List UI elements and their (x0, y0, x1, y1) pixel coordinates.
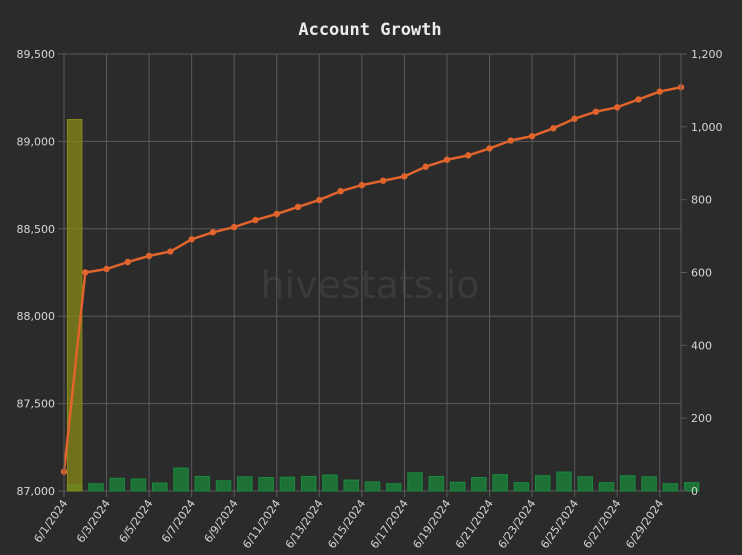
bar (237, 476, 253, 492)
y-left-tick-label: 89,000 (17, 135, 56, 148)
y-left-tick-label: 88,000 (17, 310, 56, 323)
line-point (294, 203, 302, 211)
x-tick-label: 6/25/2024 (538, 497, 581, 551)
bar (300, 475, 317, 492)
line-point (528, 132, 536, 140)
bar (343, 479, 359, 492)
bar (173, 467, 189, 492)
bar (66, 119, 83, 492)
x-tick-label: 6/5/2024 (117, 497, 156, 545)
bar (428, 475, 445, 492)
line-point (592, 108, 600, 115)
x-tick-label: 6/29/2024 (623, 497, 666, 551)
line-point (422, 163, 429, 170)
x-tick-label: 6/13/2024 (283, 497, 326, 551)
y-left-tick-label: 87,500 (17, 398, 56, 411)
bar (662, 483, 679, 492)
line-point (486, 145, 493, 152)
line-point (273, 210, 280, 218)
bar (364, 481, 381, 492)
bar (598, 482, 615, 492)
bar (194, 475, 211, 492)
bar (471, 477, 487, 492)
line-point (571, 115, 578, 122)
x-tick-label: 6/23/2024 (496, 497, 539, 551)
bar (683, 482, 700, 492)
y-right-tick-label: 200 (691, 412, 712, 425)
line-point (209, 229, 217, 236)
line-point (401, 173, 408, 180)
line-point (167, 248, 174, 255)
bar (88, 483, 104, 492)
line-point (316, 196, 323, 204)
bar (258, 477, 274, 492)
y-right-tick-label: 600 (691, 267, 712, 280)
line-point (124, 258, 132, 266)
line-point (379, 177, 387, 184)
line-point (231, 223, 238, 231)
x-tick-label: 6/1/2024 (31, 497, 70, 545)
bar (449, 481, 466, 492)
watermark: hivestats.io (260, 263, 479, 307)
y-right-tick-label: 1,200 (691, 48, 723, 61)
y-right-tick-label: 400 (691, 339, 712, 352)
x-tick-label: 6/7/2024 (159, 497, 198, 545)
line-point (443, 156, 451, 163)
x-tick-label: 6/21/2024 (453, 497, 496, 551)
bar (492, 474, 508, 492)
bar (130, 478, 147, 492)
x-tick-label: 6/19/2024 (410, 497, 453, 551)
x-tick-label: 6/11/2024 (240, 497, 283, 551)
line-point (252, 216, 259, 224)
y-right-tick-label: 1,000 (691, 121, 723, 134)
line-point (103, 265, 110, 273)
y-right-tick-label: 800 (691, 194, 712, 207)
bar (577, 476, 593, 492)
x-tick-label: 6/9/2024 (202, 497, 241, 545)
y-right-tick-label: 0 (691, 485, 698, 498)
growth-line (62, 85, 682, 472)
x-tick-label: 6/15/2024 (325, 497, 368, 551)
grid-lines (63, 53, 681, 492)
bar (279, 476, 296, 492)
line-series-group (60, 84, 685, 475)
line-point (465, 152, 472, 159)
x-tick-label: 6/3/2024 (74, 497, 113, 545)
bar (641, 476, 657, 492)
x-tick-label: 6/17/2024 (368, 497, 411, 551)
bar (215, 480, 232, 492)
bar (322, 474, 338, 492)
line-point (507, 137, 514, 144)
line-point (82, 269, 89, 276)
line-point (550, 125, 557, 132)
y-left-tick-label: 87,000 (17, 485, 56, 498)
bar (109, 477, 125, 492)
line-point (145, 252, 153, 260)
bar (620, 475, 636, 492)
line-point (358, 181, 366, 189)
y-left-tick-label: 88,500 (17, 223, 56, 236)
y-left-tick-label: 89,500 (17, 48, 56, 61)
bar (386, 483, 402, 492)
bar (152, 482, 168, 492)
line-point (188, 236, 195, 243)
line-point (613, 104, 621, 111)
line-point (337, 188, 344, 195)
chart-title: Account Growth (298, 20, 441, 40)
bar (556, 471, 572, 492)
bar (407, 472, 423, 492)
line-point (635, 96, 642, 103)
bar (513, 482, 530, 492)
bar (534, 475, 551, 492)
line-point (656, 88, 663, 95)
x-tick-label: 6/27/2024 (581, 497, 624, 551)
